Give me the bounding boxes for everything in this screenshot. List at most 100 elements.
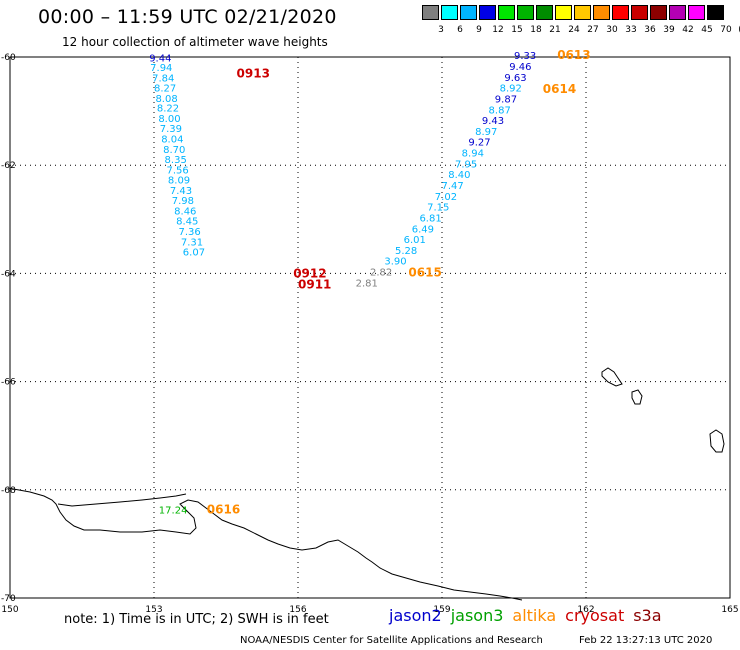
- antarctic-coastline: [7, 487, 523, 601]
- legend-swatch: [441, 5, 458, 20]
- wave-height-label: 8.92: [500, 84, 522, 95]
- wave-height-label: 7.15: [427, 203, 449, 214]
- wave-height-label: 9.33: [514, 51, 536, 62]
- time-label: 0911: [298, 278, 331, 292]
- lat-lon-grid: 150 153 156 159 162 165 -60 -62 -64 -66 -68 -70: [1, 53, 739, 615]
- wave-height-label: 8.70: [163, 145, 185, 156]
- wave-height-label: 8.09: [168, 176, 190, 187]
- wave-height-label: 9.44: [149, 53, 171, 64]
- legend-swatch: [422, 5, 439, 20]
- wave-height-label: 9.43: [482, 116, 504, 127]
- time-label: 0613: [557, 48, 590, 62]
- coastline: [7, 367, 725, 601]
- lat-tick-label: -60: [1, 53, 16, 63]
- wave-height-label: 8.40: [448, 170, 470, 181]
- wave-height-label: 9.87: [495, 94, 517, 105]
- time-label: 0912: [293, 267, 326, 281]
- credit-line: NOAA/NESDIS Center for Satellite Applica…: [240, 635, 543, 646]
- wave-height-label: 6.01: [404, 235, 426, 246]
- legend-label: (ft): [738, 25, 740, 35]
- legend-label: 27: [587, 25, 599, 35]
- legend-swatch: [631, 5, 648, 20]
- lon-tick-label: 156: [289, 605, 306, 615]
- legend-swatch: [669, 5, 686, 20]
- wave-height-label: 8.27: [154, 84, 176, 95]
- wave-height-label: 3.90: [384, 257, 406, 268]
- wave-height-label: 7.43: [170, 186, 192, 197]
- wave-height-label: 6.81: [419, 213, 441, 224]
- wave-height-label: 9.63: [504, 73, 526, 84]
- legend-swatch: [479, 5, 496, 20]
- satellite-jason3: jason3: [450, 606, 504, 625]
- legend-label: 24: [568, 25, 580, 35]
- legend-label: 9: [476, 25, 482, 35]
- wave-height-label: 7.98: [172, 196, 194, 207]
- wave-height-label: 7.95: [455, 159, 477, 170]
- island-2: [631, 389, 643, 405]
- wave-height-label: 7.39: [160, 124, 182, 135]
- wave-height-label: 2.82: [370, 268, 392, 279]
- lat-tick-label: -64: [1, 269, 16, 279]
- wave-height-label: 8.04: [161, 134, 183, 145]
- legend-swatch: [707, 5, 724, 20]
- map-title: 00:00 – 11:59 UTC 02/21/2020: [38, 6, 337, 28]
- wave-height-label: 7.84: [152, 73, 174, 84]
- legend-label: 45: [701, 25, 713, 35]
- satellite-legend: jason2 jason3 altika cryosat s3a: [389, 606, 671, 625]
- island-3: [709, 429, 725, 453]
- lon-tick-label: 150: [1, 605, 18, 615]
- wave-height-label: 8.97: [475, 127, 497, 138]
- legend-swatch: [574, 5, 591, 20]
- lat-tick-label: -66: [1, 378, 16, 388]
- satellite-s3a: s3a: [633, 606, 662, 625]
- legend-label: 39: [663, 25, 675, 35]
- legend-swatch: [536, 5, 553, 20]
- wave-height-label: 7.36: [178, 227, 200, 238]
- wave-height-label: 8.08: [155, 94, 177, 105]
- legend-swatch: [612, 5, 629, 20]
- lon-tick-label: 159: [433, 605, 450, 615]
- legend-label: 33: [625, 25, 637, 35]
- wave-height-label: 8.35: [165, 155, 187, 166]
- lat-tick-label: -70: [1, 594, 16, 604]
- time-label: 0614: [543, 82, 576, 96]
- wave-height-label: 17.24: [159, 506, 188, 517]
- satellite-altika: altika: [512, 606, 557, 625]
- legend-label: 30: [606, 25, 618, 35]
- lat-tick-label: -62: [1, 161, 16, 171]
- legend-label: 21: [549, 25, 561, 35]
- satellite-cryosat: cryosat: [565, 606, 625, 625]
- legend-swatch: [517, 5, 534, 20]
- wave-height-label: 5.28: [395, 246, 417, 257]
- wave-height-label: 8.87: [489, 105, 511, 116]
- wave-height-label: 9.27: [468, 138, 490, 149]
- wave-height-label: 9.46: [509, 62, 531, 73]
- map-frame: [9, 56, 731, 599]
- timestamp: Feb 22 13:27:13 UTC 2020: [579, 635, 713, 646]
- legend-swatch: [555, 5, 572, 20]
- wave-height-label: 7.31: [181, 237, 203, 248]
- legend-swatch: [593, 5, 610, 20]
- wave-height-label: 8.22: [157, 104, 179, 115]
- wave-height-label: 6.49: [412, 224, 434, 235]
- legend-label: 42: [682, 25, 694, 35]
- time-label: 0615: [408, 266, 441, 280]
- wave-height-label: 6.07: [183, 248, 205, 259]
- wave-height-label: 7.02: [435, 192, 457, 203]
- wave-height-label: 7.94: [150, 63, 172, 74]
- satellite-jason2: jason2: [389, 606, 442, 625]
- wave-height-label: 8.45: [176, 217, 198, 228]
- wave-height-label: 2.81: [356, 278, 378, 289]
- legend-swatch: [460, 5, 477, 20]
- lat-tick-label: -68: [1, 486, 16, 496]
- footer-note: note: 1) Time is in UTC; 2) SWH is in fe…: [64, 612, 329, 627]
- wave-height-label: 8.00: [158, 114, 180, 125]
- lon-tick-label: 162: [577, 605, 594, 615]
- coastline-inlet: [57, 493, 187, 507]
- legend-label: 3: [438, 25, 444, 35]
- legend-label: 15: [511, 25, 523, 35]
- legend-label: 6: [457, 25, 463, 35]
- wave-height-label: 8.94: [462, 149, 484, 160]
